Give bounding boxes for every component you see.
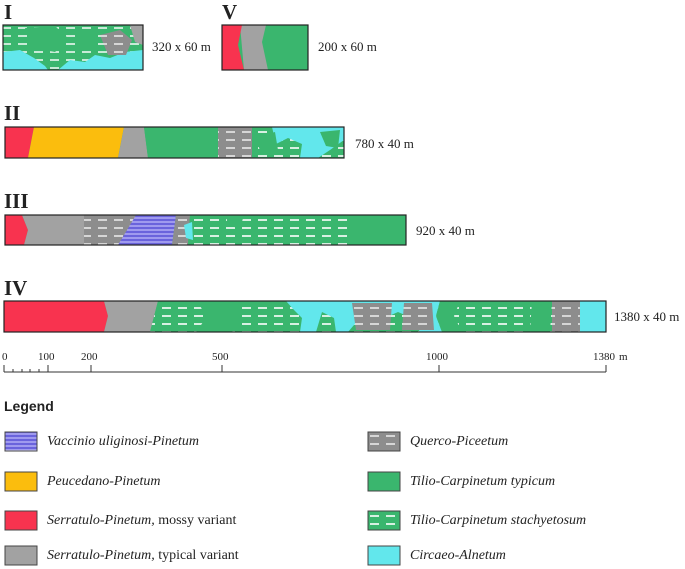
segment-circaeo-alnetum	[3, 50, 48, 70]
segment-serratulo-typical	[130, 25, 143, 45]
segment-tilio-typicum	[255, 132, 278, 155]
segment-serratulo-mossy	[5, 127, 34, 158]
segment-serratulo-mossy	[222, 25, 244, 70]
legend-swatch-serratulo-typical	[4, 545, 38, 566]
segment-circaeo-alnetum	[184, 222, 193, 240]
legend-swatch-serratulo-mossy	[4, 510, 38, 531]
legend-label-querco: Querco-Piceetum	[410, 434, 509, 449]
legend-swatch-tilio-stachy	[367, 510, 401, 531]
legend-swatches	[4, 431, 401, 566]
legend-swatch-vaccinio	[4, 431, 38, 452]
transect-label-I: I	[4, 0, 13, 24]
segment-circaeo-alnetum	[580, 301, 606, 332]
transect-size-I: 320 x 60 m	[152, 39, 211, 54]
transect-size-III: 920 x 40 m	[416, 223, 475, 238]
segment-querco-piceetum	[402, 303, 434, 330]
scale-label-200: 200	[81, 351, 98, 363]
legend-swatch-querco	[367, 431, 401, 452]
segment-tilio-typicum	[436, 301, 462, 332]
transect-III	[5, 215, 406, 245]
legend-label-tilio-stachy: Tilio-Carpinetum stachyetosum	[410, 513, 587, 528]
segment-tilio-typicum	[25, 26, 70, 52]
legend-swatch-circaeo	[367, 545, 401, 566]
segment-serratulo-mossy	[5, 215, 28, 245]
segment-serratulo-typical	[118, 127, 148, 158]
segment-querco-piceetum	[352, 303, 392, 330]
segment-tilio-typicum	[78, 30, 98, 48]
segment-tilio-typicum	[196, 301, 240, 332]
transect-IV	[4, 301, 606, 332]
legend-label-tilio-typicum: Tilio-Carpinetum typicum	[410, 474, 556, 489]
segment-querco-piceetum	[100, 30, 132, 55]
legend-label-vaccinio: Vaccinio uliginosi-Pinetum	[47, 434, 200, 449]
legend-swatch-peucedano	[4, 471, 38, 492]
segment-serratulo-typical	[22, 215, 84, 245]
transect-size-II: 780 x 40 m	[355, 136, 414, 151]
segment-peucedano-pinetum	[28, 127, 124, 158]
legend-label-serratulo-typical: Serratulo-Pinetum, typical variant	[47, 548, 239, 563]
scale-label-500: 500	[212, 351, 229, 363]
segment-tilio-stachyetosum	[188, 215, 350, 245]
scale-unit: m	[619, 351, 628, 363]
transect-II	[5, 127, 344, 158]
scale-label-0: 0	[2, 351, 8, 363]
segment-tilio-typicum	[530, 301, 552, 332]
transect-size-V: 200 x 60 m	[318, 39, 377, 54]
legend-swatch-tilio-typicum	[367, 471, 401, 492]
scale-label-1380: 1380	[593, 351, 615, 363]
segment-tilio-typicum	[320, 130, 340, 148]
transect-label-III: III	[4, 189, 29, 213]
segment-vaccinio-pinetum	[118, 215, 176, 245]
legend-label-circaeo: Circaeo-Alnetum	[410, 548, 506, 563]
transect-I	[3, 25, 143, 70]
segment-querco-piceetum	[552, 301, 580, 332]
scale-label-100: 100	[38, 351, 55, 363]
transect-size-IV: 1380 x 40 m	[614, 309, 680, 324]
transect-label-IV: IV	[4, 276, 28, 300]
transect-V	[222, 25, 308, 70]
segment-serratulo-mossy	[4, 301, 108, 332]
segment-querco-piceetum	[172, 215, 190, 245]
segment-serratulo-typical	[104, 301, 158, 332]
legend-label-serratulo-mossy: Serratulo-Pinetum, mossy variant	[47, 513, 237, 528]
scale-bar	[3, 365, 607, 373]
transect-label-V: V	[222, 0, 238, 24]
scale-label-1000: 1000	[426, 351, 448, 363]
legend-label-peucedano: Peucedano-Pinetum	[47, 474, 161, 489]
legend-title: Legend	[4, 398, 54, 414]
segment-querco-piceetum	[218, 127, 252, 158]
transect-label-II: II	[4, 101, 21, 125]
segment-tilio-typicum	[226, 215, 244, 228]
segment-tilio-typicum	[348, 215, 406, 245]
segment-tilio-typicum	[144, 127, 218, 158]
segment-serratulo-typical	[240, 25, 268, 70]
